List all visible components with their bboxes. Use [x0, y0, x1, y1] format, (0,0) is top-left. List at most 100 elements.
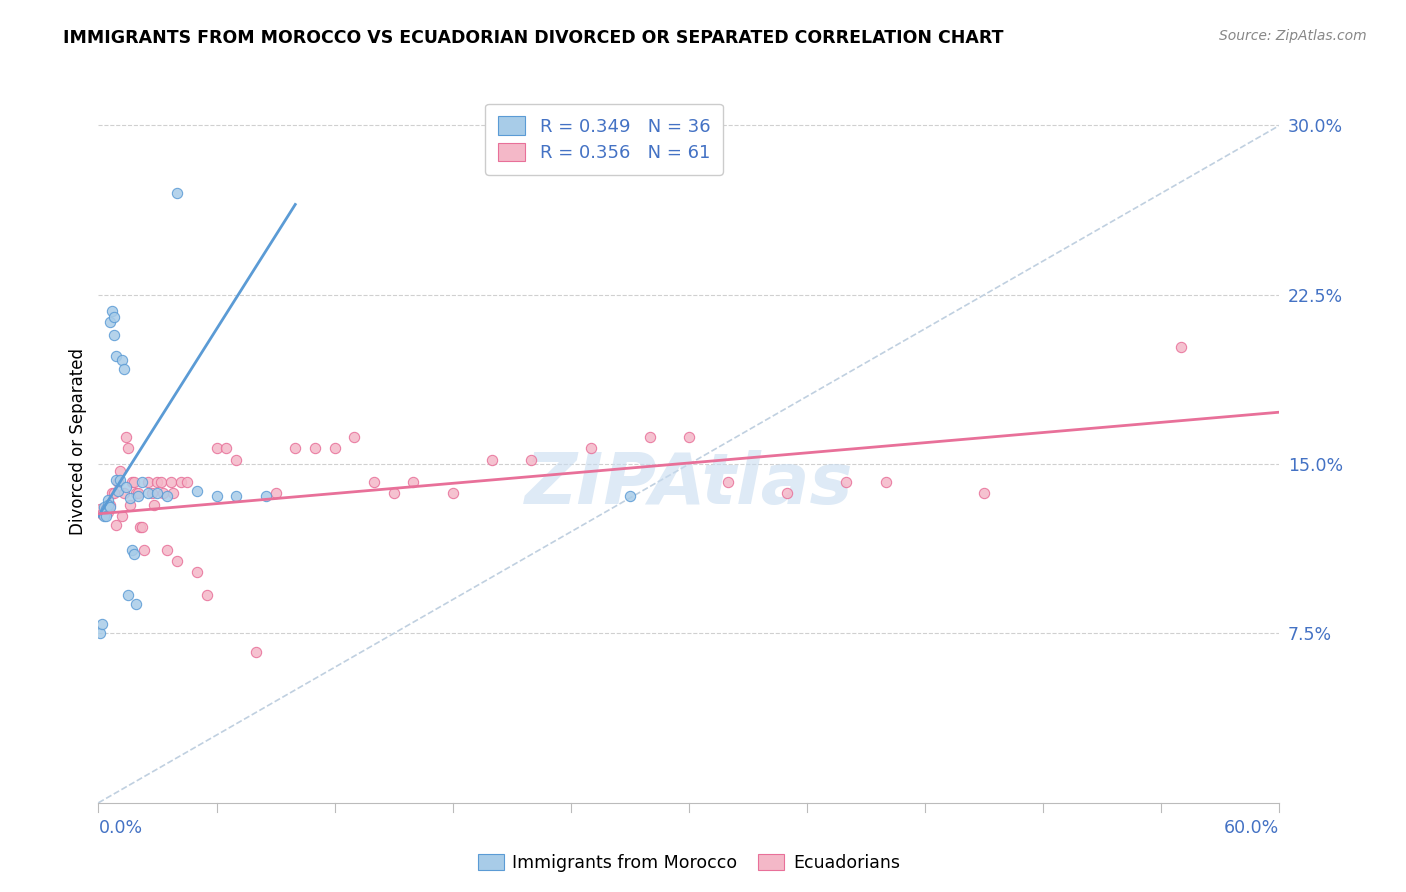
Point: [152, 486, 174, 500]
Point: [112, 362, 135, 376]
Point: [93, 507, 115, 521]
Point: [146, 475, 169, 490]
Text: 60.0%: 60.0%: [1225, 819, 1279, 837]
Point: [142, 498, 165, 512]
Point: [125, 486, 148, 500]
Point: [382, 486, 405, 500]
Point: [93, 509, 115, 524]
Point: [363, 475, 385, 490]
Point: [115, 480, 138, 494]
Point: [131, 520, 153, 534]
Point: [117, 442, 139, 456]
Point: [402, 475, 425, 490]
Point: [225, 489, 247, 503]
Legend: R = 0.349   N = 36, R = 0.356   N = 61: R = 0.349 N = 36, R = 0.356 N = 61: [485, 103, 723, 175]
Point: [89, 626, 111, 640]
Point: [166, 186, 188, 201]
Point: [323, 442, 346, 456]
Point: [205, 489, 228, 503]
Point: [128, 520, 150, 534]
Text: IMMIGRANTS FROM MOROCCO VS ECUADORIAN DIVORCED OR SEPARATED CORRELATION CHART: IMMIGRANTS FROM MOROCCO VS ECUADORIAN DI…: [63, 29, 1004, 46]
Point: [245, 644, 267, 658]
Point: [186, 484, 208, 499]
Point: [717, 475, 740, 490]
Point: [441, 486, 464, 500]
Point: [205, 442, 228, 456]
Point: [156, 489, 179, 503]
Point: [776, 486, 799, 500]
Point: [973, 486, 995, 500]
Point: [225, 452, 247, 467]
Y-axis label: Divorced or Separated: Divorced or Separated: [69, 348, 87, 535]
Point: [638, 430, 661, 444]
Point: [619, 489, 641, 503]
Point: [115, 430, 138, 444]
Point: [186, 566, 208, 580]
Point: [132, 542, 155, 557]
Point: [284, 442, 307, 456]
Text: ZIPAtlas: ZIPAtlas: [524, 450, 853, 519]
Point: [136, 486, 159, 500]
Point: [111, 353, 134, 368]
Point: [127, 486, 149, 500]
Point: [176, 475, 198, 490]
Point: [96, 502, 118, 516]
Point: [89, 502, 111, 516]
Point: [141, 486, 163, 500]
Point: [108, 464, 131, 478]
Point: [96, 502, 118, 516]
Point: [103, 328, 125, 343]
Point: [96, 509, 118, 524]
Text: Source: ZipAtlas.com: Source: ZipAtlas.com: [1219, 29, 1367, 43]
Point: [678, 430, 700, 444]
Point: [93, 500, 115, 514]
Text: 0.0%: 0.0%: [98, 819, 142, 837]
Point: [146, 486, 169, 500]
Point: [91, 617, 114, 632]
Point: [105, 473, 128, 487]
Point: [150, 475, 173, 490]
Point: [304, 442, 326, 456]
Point: [264, 486, 287, 500]
Point: [215, 442, 238, 456]
Point: [98, 498, 121, 512]
Point: [107, 484, 129, 499]
Point: [118, 498, 141, 512]
Point: [170, 475, 193, 490]
Point: [101, 303, 124, 318]
Point: [103, 486, 125, 500]
Point: [121, 475, 143, 490]
Point: [97, 493, 120, 508]
Point: [125, 597, 148, 611]
Point: [162, 486, 184, 500]
Point: [122, 548, 145, 562]
Point: [122, 475, 145, 490]
Point: [105, 518, 128, 533]
Legend: Immigrants from Morocco, Ecuadorians: Immigrants from Morocco, Ecuadorians: [471, 847, 907, 879]
Point: [97, 504, 120, 518]
Point: [835, 475, 858, 490]
Point: [195, 588, 218, 602]
Point: [160, 475, 183, 490]
Point: [156, 542, 179, 557]
Point: [98, 500, 121, 514]
Point: [127, 489, 149, 503]
Point: [112, 486, 135, 500]
Point: [254, 489, 277, 503]
Point: [101, 486, 124, 500]
Point: [97, 498, 120, 512]
Point: [1170, 340, 1192, 354]
Point: [166, 554, 188, 568]
Point: [875, 475, 897, 490]
Point: [136, 475, 159, 490]
Point: [98, 315, 121, 329]
Point: [131, 475, 153, 490]
Point: [343, 430, 366, 444]
Point: [579, 442, 602, 456]
Point: [121, 542, 143, 557]
Point: [91, 507, 114, 521]
Point: [103, 310, 125, 325]
Point: [111, 509, 134, 524]
Point: [520, 452, 543, 467]
Point: [107, 475, 129, 490]
